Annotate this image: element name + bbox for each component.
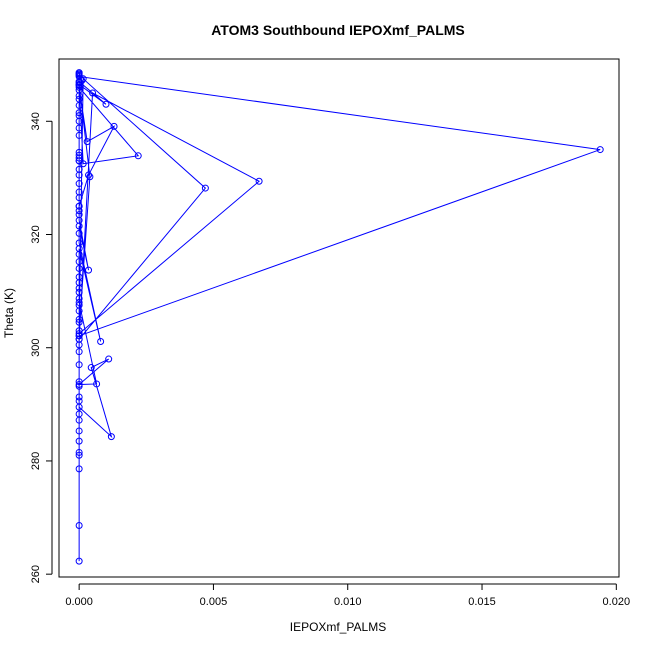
data-point xyxy=(75,71,83,79)
data-point xyxy=(75,361,83,369)
data-point xyxy=(75,95,83,103)
data-point xyxy=(75,381,83,389)
data-point xyxy=(75,211,83,219)
y-tick-label: 300 xyxy=(30,339,42,357)
data-point xyxy=(89,89,97,97)
data-point xyxy=(105,355,113,363)
x-tick-label: 0.010 xyxy=(334,596,362,608)
data-point xyxy=(75,327,83,335)
data-point xyxy=(93,380,101,388)
data-point xyxy=(75,131,83,139)
data-point xyxy=(75,332,83,340)
data-point xyxy=(75,451,83,459)
x-axis-label: IEPOXmf_PALMS xyxy=(290,620,386,634)
data-point xyxy=(75,273,83,281)
data-point xyxy=(86,173,94,181)
y-tick-label: 260 xyxy=(30,565,42,583)
data-point xyxy=(83,138,91,146)
x-tick-label: 0.005 xyxy=(200,596,228,608)
y-tick-label: 280 xyxy=(30,452,42,470)
data-point xyxy=(75,124,83,132)
x-tick-label: 0.000 xyxy=(65,596,93,608)
data-point xyxy=(75,202,83,210)
x-tick-label: 0.020 xyxy=(603,596,631,608)
data-point xyxy=(75,264,83,272)
y-axis-label: Theta (K) xyxy=(2,288,16,338)
data-point xyxy=(75,188,83,196)
chart-title: ATOM3 Southbound IEPOXmf_PALMS xyxy=(211,22,465,38)
data-point xyxy=(75,165,83,173)
data-point xyxy=(75,393,83,401)
data-point xyxy=(75,378,83,386)
series-line xyxy=(77,72,601,562)
data-point xyxy=(75,207,83,215)
data-point xyxy=(75,335,83,343)
data-point xyxy=(75,298,83,306)
data-point xyxy=(75,403,83,411)
data-point xyxy=(107,433,115,441)
data-point xyxy=(75,258,83,266)
data-point xyxy=(85,171,93,179)
data-point xyxy=(596,146,604,154)
data-point xyxy=(97,337,105,345)
y-tick-label: 320 xyxy=(30,225,42,243)
data-point xyxy=(75,112,83,120)
data-point xyxy=(75,69,83,77)
data-point xyxy=(201,184,209,192)
data-point xyxy=(102,100,110,108)
y-axis: 260 280 300 320 340 xyxy=(30,112,53,583)
data-point xyxy=(87,364,95,372)
x-tick-label: 0.015 xyxy=(468,596,496,608)
x-axis: 0.000 0.005 0.010 0.015 0.020 xyxy=(65,583,631,608)
y-tick-label: 340 xyxy=(30,112,42,130)
data-point xyxy=(85,266,93,274)
data-point xyxy=(75,229,83,237)
data-point xyxy=(75,465,83,473)
data-point xyxy=(75,448,83,456)
data-point xyxy=(75,318,83,326)
data-point xyxy=(134,152,142,160)
data-point xyxy=(75,427,83,435)
data-point xyxy=(75,157,83,165)
data-point xyxy=(75,180,83,188)
data-point xyxy=(75,301,83,309)
data-point xyxy=(75,437,83,445)
data-point xyxy=(110,122,118,130)
data-point xyxy=(75,288,83,296)
data-point xyxy=(75,315,83,323)
data-point xyxy=(255,177,263,185)
plot-frame xyxy=(58,58,620,578)
data-point xyxy=(75,109,83,117)
data-point xyxy=(75,348,83,356)
data-point xyxy=(75,148,83,156)
data-point xyxy=(75,521,83,529)
series-iepoxmf-palms xyxy=(75,69,604,565)
data-point xyxy=(75,410,83,418)
data-point xyxy=(75,557,83,565)
data-point xyxy=(75,239,83,247)
data-point xyxy=(75,92,83,100)
